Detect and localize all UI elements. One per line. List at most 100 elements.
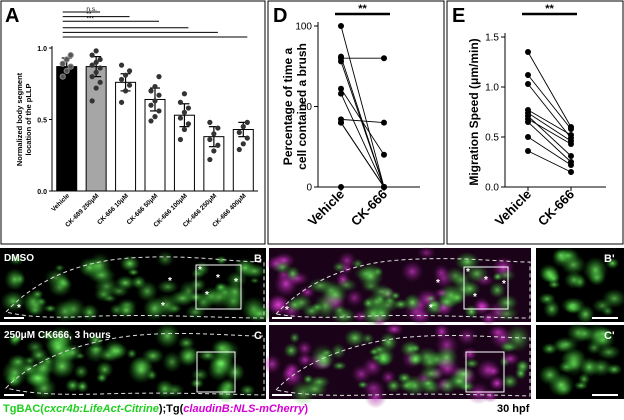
nucleus-fluorescence bbox=[401, 260, 424, 283]
panel-letter-b: B bbox=[254, 253, 262, 265]
brush-marker: * bbox=[473, 292, 477, 303]
cell-fluorescence bbox=[438, 377, 457, 395]
image-b-merge: * * * * * * * bbox=[265, 246, 531, 328]
data-point bbox=[118, 76, 125, 83]
cell-fluorescence bbox=[55, 274, 70, 289]
cell-fluorescence bbox=[189, 277, 207, 292]
data-point bbox=[185, 121, 192, 127]
nucleus-fluorescence bbox=[262, 354, 282, 375]
y-axis-label: Percentage of time acell contained a bru… bbox=[281, 43, 309, 170]
y-tick-label: 0.0 bbox=[485, 183, 499, 194]
cell-fluorescence bbox=[191, 267, 205, 280]
cell-fluorescence bbox=[88, 344, 104, 355]
cell-fluorescence bbox=[73, 364, 89, 380]
cell-fluorescence bbox=[283, 342, 300, 359]
data-point bbox=[89, 62, 95, 68]
panel-letter-e: E bbox=[452, 5, 465, 27]
chart-a: 0.0 0.5 1.0 Normalized body segmentlocation… bbox=[15, 6, 258, 229]
data-point bbox=[126, 68, 133, 74]
cell-fluorescence bbox=[495, 294, 519, 312]
paired-line bbox=[527, 150, 572, 173]
paired-line bbox=[527, 118, 572, 145]
cell-fluorescence bbox=[452, 366, 475, 382]
significance-label: n.s. bbox=[86, 6, 97, 13]
data-point bbox=[215, 142, 221, 148]
data-point bbox=[118, 99, 125, 105]
data-point bbox=[59, 60, 66, 67]
data-point-ck666 bbox=[381, 151, 387, 158]
data-point bbox=[152, 84, 158, 90]
paired-line bbox=[527, 51, 572, 128]
data-point bbox=[236, 146, 242, 153]
cell-fluorescence bbox=[5, 371, 23, 388]
cell-fluorescence bbox=[362, 297, 375, 310]
data-point bbox=[67, 63, 74, 70]
paired-line bbox=[340, 25, 385, 188]
cell-fluorescence bbox=[434, 345, 459, 370]
nucleus-fluorescence bbox=[281, 366, 299, 381]
bar bbox=[115, 81, 137, 192]
data-point-vehicle bbox=[525, 81, 531, 87]
data-point bbox=[59, 73, 66, 80]
cell-fluorescence bbox=[109, 284, 130, 298]
y-axis-label-line: Percentage of time a bbox=[281, 47, 295, 165]
caption-suffix: ) bbox=[304, 403, 308, 415]
cell-fluorescence bbox=[48, 354, 76, 379]
cell-fluorescence bbox=[164, 383, 185, 398]
data-point-vehicle bbox=[525, 49, 531, 55]
label-ck666: 250μM CK666, 3 hours bbox=[4, 330, 111, 341]
cell-fluorescence bbox=[7, 354, 29, 370]
data-point bbox=[181, 126, 188, 133]
cell-fluorescence bbox=[74, 352, 86, 360]
data-point bbox=[244, 119, 250, 125]
y-axis-label-line: cell contained a brush bbox=[295, 43, 309, 170]
cell-fluorescence bbox=[392, 298, 409, 310]
cell-fluorescence bbox=[191, 368, 209, 382]
panel-a-frame bbox=[0, 0, 266, 245]
data-point bbox=[63, 56, 70, 63]
cell-fluorescence bbox=[302, 380, 328, 398]
brush-marker: * bbox=[484, 275, 488, 286]
category-label: CK-666 bbox=[348, 187, 390, 229]
cell-fluorescence bbox=[45, 335, 71, 359]
cell-fluorescence bbox=[351, 258, 365, 270]
brush-fluorescence bbox=[543, 299, 561, 319]
data-point-ck666 bbox=[381, 55, 387, 62]
cell-fluorescence bbox=[377, 352, 389, 365]
brush-marker: * bbox=[205, 290, 209, 301]
brush-marker: * bbox=[234, 277, 238, 288]
panel-d-frame bbox=[267, 0, 445, 245]
brush-marker: * bbox=[198, 265, 202, 276]
bar bbox=[232, 129, 254, 192]
cell-fluorescence bbox=[573, 381, 589, 391]
cell-fluorescence bbox=[209, 352, 234, 375]
image-b-prime-zoom: B' bbox=[536, 247, 624, 324]
data-point bbox=[93, 69, 99, 75]
cell-fluorescence bbox=[332, 361, 347, 371]
data-point bbox=[63, 67, 70, 74]
data-point bbox=[148, 102, 154, 108]
image-c-ck666-green: 250μM CK666, 3 hours C bbox=[0, 322, 266, 404]
data-point bbox=[156, 92, 162, 98]
cell-fluorescence bbox=[403, 293, 422, 312]
data-point bbox=[215, 125, 221, 131]
panel-letter-c: C bbox=[254, 330, 262, 342]
data-point-ck666 bbox=[381, 119, 387, 126]
y-tick-label: 1.5 bbox=[485, 33, 499, 44]
cell-fluorescence bbox=[155, 250, 175, 268]
data-point-vehicle bbox=[525, 119, 531, 125]
data-point-ck666 bbox=[568, 153, 574, 159]
cell-fluorescence bbox=[127, 268, 140, 277]
cell-fluorescence bbox=[464, 304, 479, 319]
category-label-a: Vehicle bbox=[50, 192, 71, 213]
y-tick-label: 0.5 bbox=[485, 133, 499, 144]
significance-label: *** bbox=[86, 15, 94, 22]
data-point bbox=[93, 48, 99, 54]
cell-fluorescence bbox=[398, 379, 415, 392]
cell-fluorescence bbox=[215, 255, 227, 265]
data-point bbox=[97, 56, 103, 63]
data-point bbox=[185, 105, 192, 111]
paired-line bbox=[340, 118, 385, 124]
nucleus-fluorescence bbox=[456, 327, 478, 346]
